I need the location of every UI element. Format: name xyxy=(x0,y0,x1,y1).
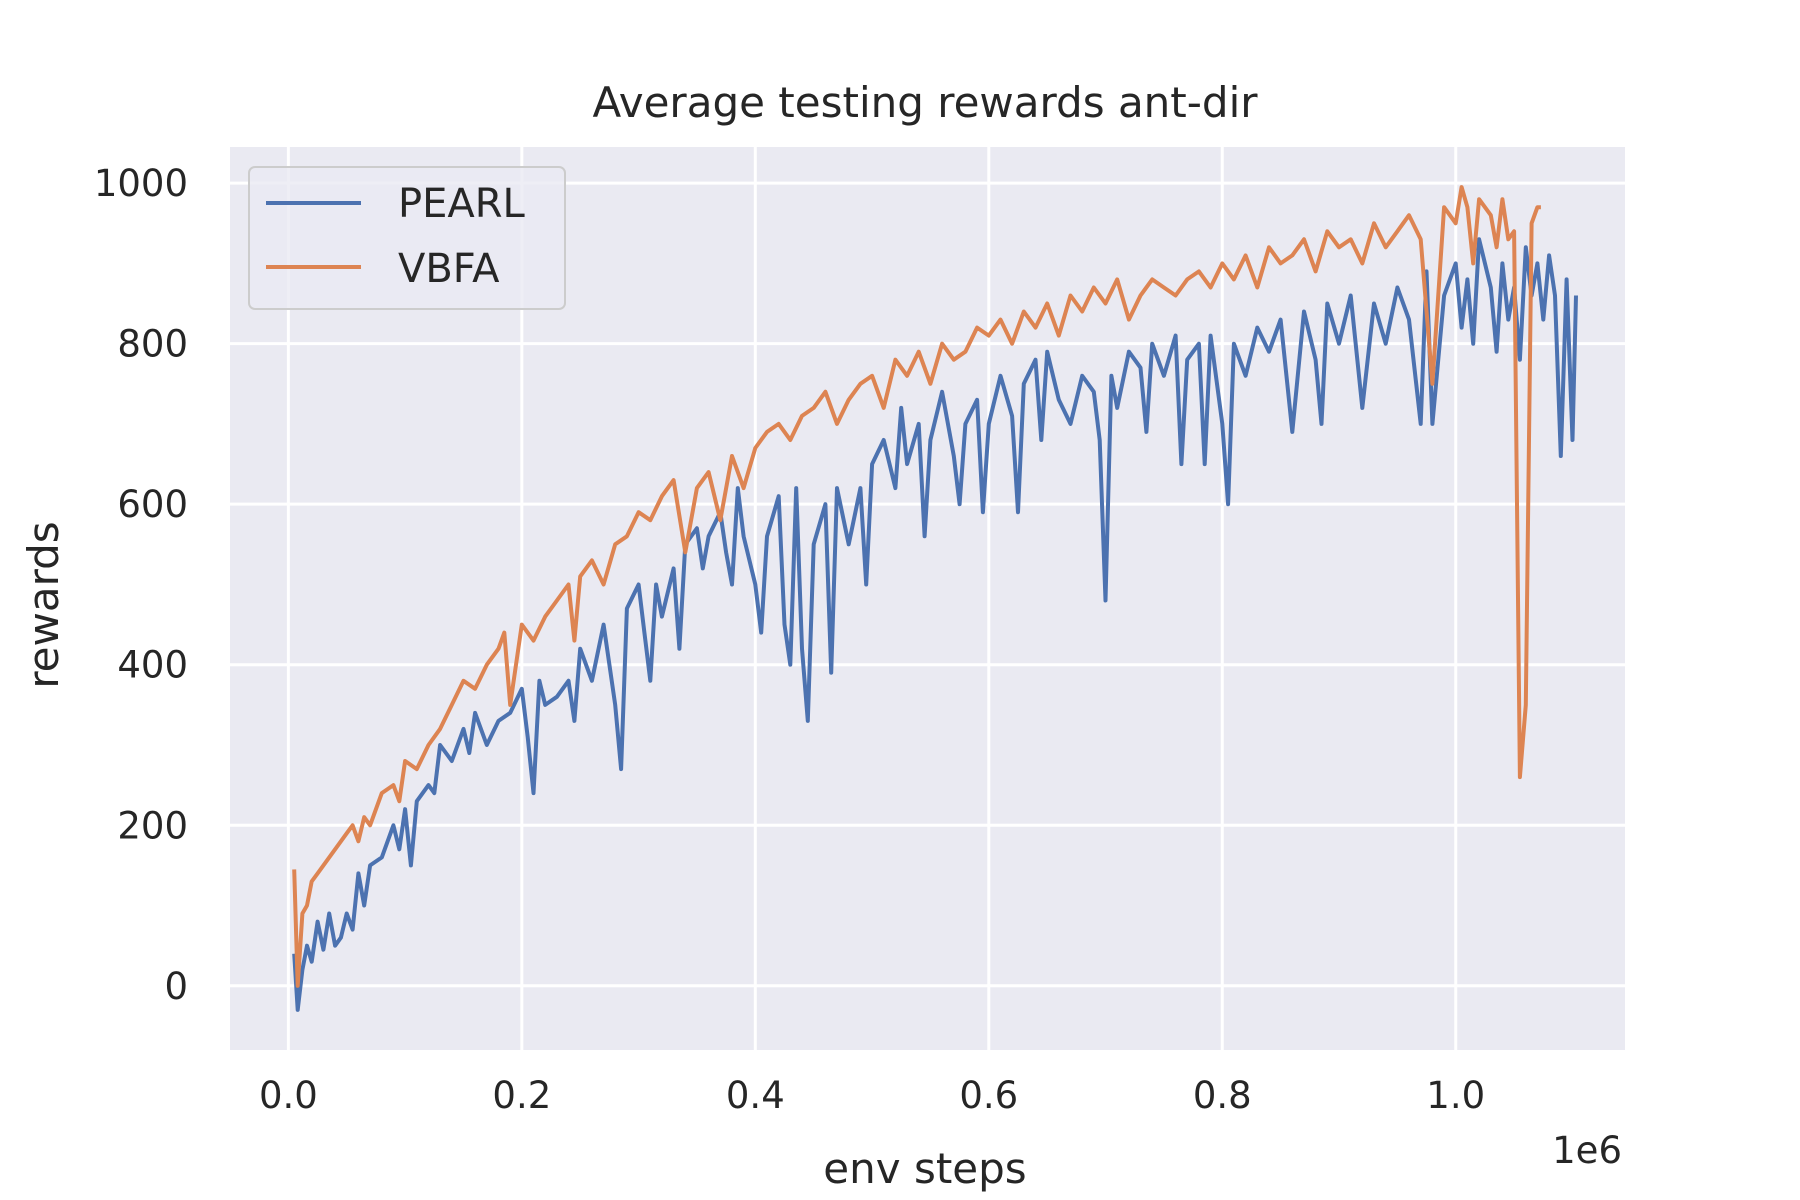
x-tick-label: 0.6 xyxy=(959,1074,1018,1117)
series-lines xyxy=(292,185,1578,1012)
x-tick-label: 0.4 xyxy=(726,1074,785,1117)
x-tick-labels: 0.0 0.2 0.4 0.6 0.8 1.0 xyxy=(259,1074,1485,1117)
x-tick-label: 0.0 xyxy=(259,1074,318,1117)
chart-title: Average testing rewards ant-dir xyxy=(592,78,1258,127)
x-offset-label: 1e6 xyxy=(1552,1129,1622,1172)
grid-lines xyxy=(230,147,1625,1050)
legend-label-vbfa: VBFA xyxy=(398,246,500,292)
y-tick-label: 400 xyxy=(117,644,188,687)
y-axis-label: rewards xyxy=(19,521,68,688)
y-tick-label: 600 xyxy=(117,483,188,526)
series-line-vbfa xyxy=(292,185,1541,988)
y-tick-label: 200 xyxy=(117,804,188,847)
legend: PEARL VBFA xyxy=(248,166,566,310)
x-tick-label: 0.2 xyxy=(492,1074,551,1117)
series-line-pearl xyxy=(292,237,1578,1012)
legend-label-pearl: PEARL xyxy=(398,181,526,227)
y-tick-label: 800 xyxy=(117,323,188,366)
y-tick-label: 0 xyxy=(164,965,188,1008)
x-axis-label: env steps xyxy=(823,1144,1026,1193)
x-tick-label: 1.0 xyxy=(1426,1074,1485,1117)
y-tick-label: 1000 xyxy=(94,162,188,205)
y-tick-labels: 0 200 400 600 800 1000 xyxy=(94,162,188,1008)
x-tick-label: 0.8 xyxy=(1193,1074,1252,1117)
